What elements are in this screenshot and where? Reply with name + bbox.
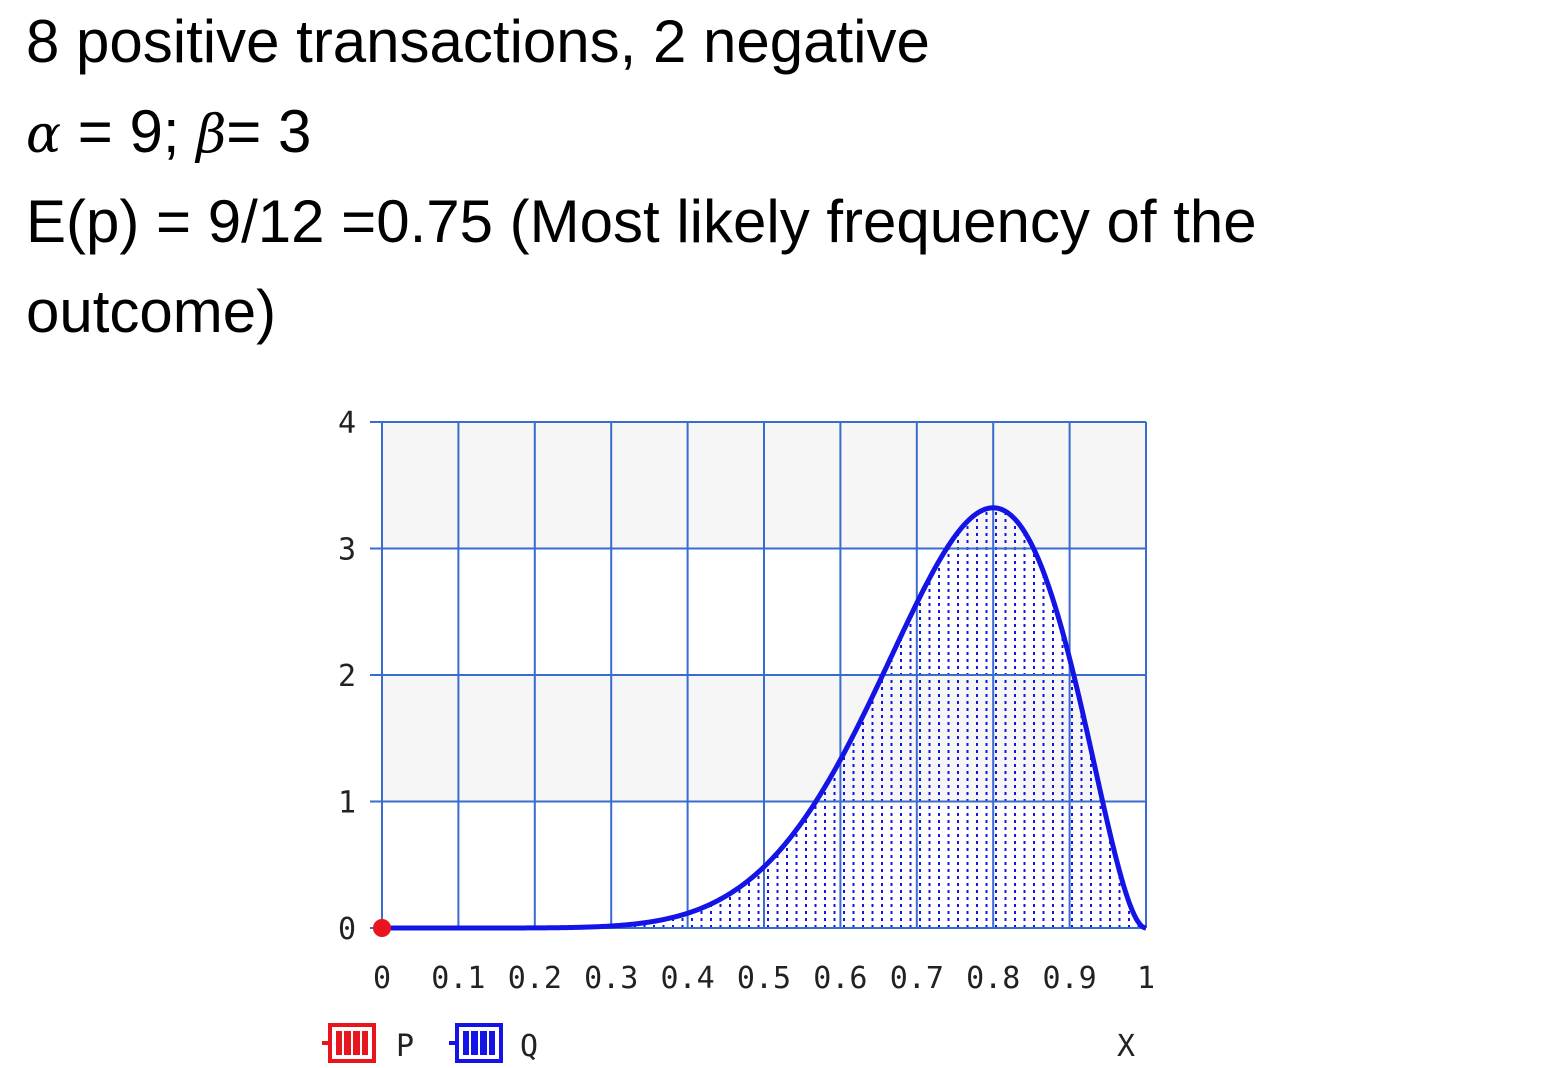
x-tick-label: 0.9: [1043, 961, 1097, 996]
x-tick-label: 0.4: [661, 961, 715, 996]
x-tick-label: 1: [1137, 961, 1155, 996]
x-tick-label: 0.5: [737, 961, 791, 996]
series-p-point: [373, 919, 391, 937]
legend-swatch-p: [322, 1023, 376, 1063]
y-tick-label: 4: [338, 406, 356, 441]
beta-symbol: β: [196, 105, 227, 165]
y-tick-label: 3: [338, 533, 356, 568]
x-tick-label: 0: [373, 961, 391, 996]
x-tick-label: 0.8: [966, 961, 1020, 996]
legend-label-p: P: [396, 1029, 414, 1064]
heading-line-4: outcome): [26, 278, 277, 345]
x-tick-label: 0.6: [813, 961, 867, 996]
y-tick-label: 0: [338, 912, 356, 947]
heading-line-1: 8 positive transactions, 2 negative: [26, 8, 930, 75]
x-axis-label: X: [1117, 1029, 1135, 1064]
x-tick-label: 0.1: [431, 961, 485, 996]
legend-label-q: Q: [520, 1029, 538, 1064]
beta-value: = 3: [226, 98, 312, 165]
y-tick-label: 2: [338, 659, 356, 694]
legend-swatch-q: [449, 1023, 503, 1063]
heading-line-2: α = 9; β= 3: [26, 102, 311, 162]
alpha-symbol: α: [26, 105, 62, 165]
series-q-curve: [381, 505, 1147, 931]
x-tick-label: 0.2: [508, 961, 562, 996]
heading-line-3: E(p) = 9/12 =0.75 (Most likely frequency…: [26, 188, 1257, 255]
x-tick-label: 0.3: [584, 961, 638, 996]
alpha-value: = 9;: [61, 98, 197, 165]
x-tick-label: 0.7: [890, 961, 944, 996]
y-tick-label: 1: [338, 786, 356, 821]
